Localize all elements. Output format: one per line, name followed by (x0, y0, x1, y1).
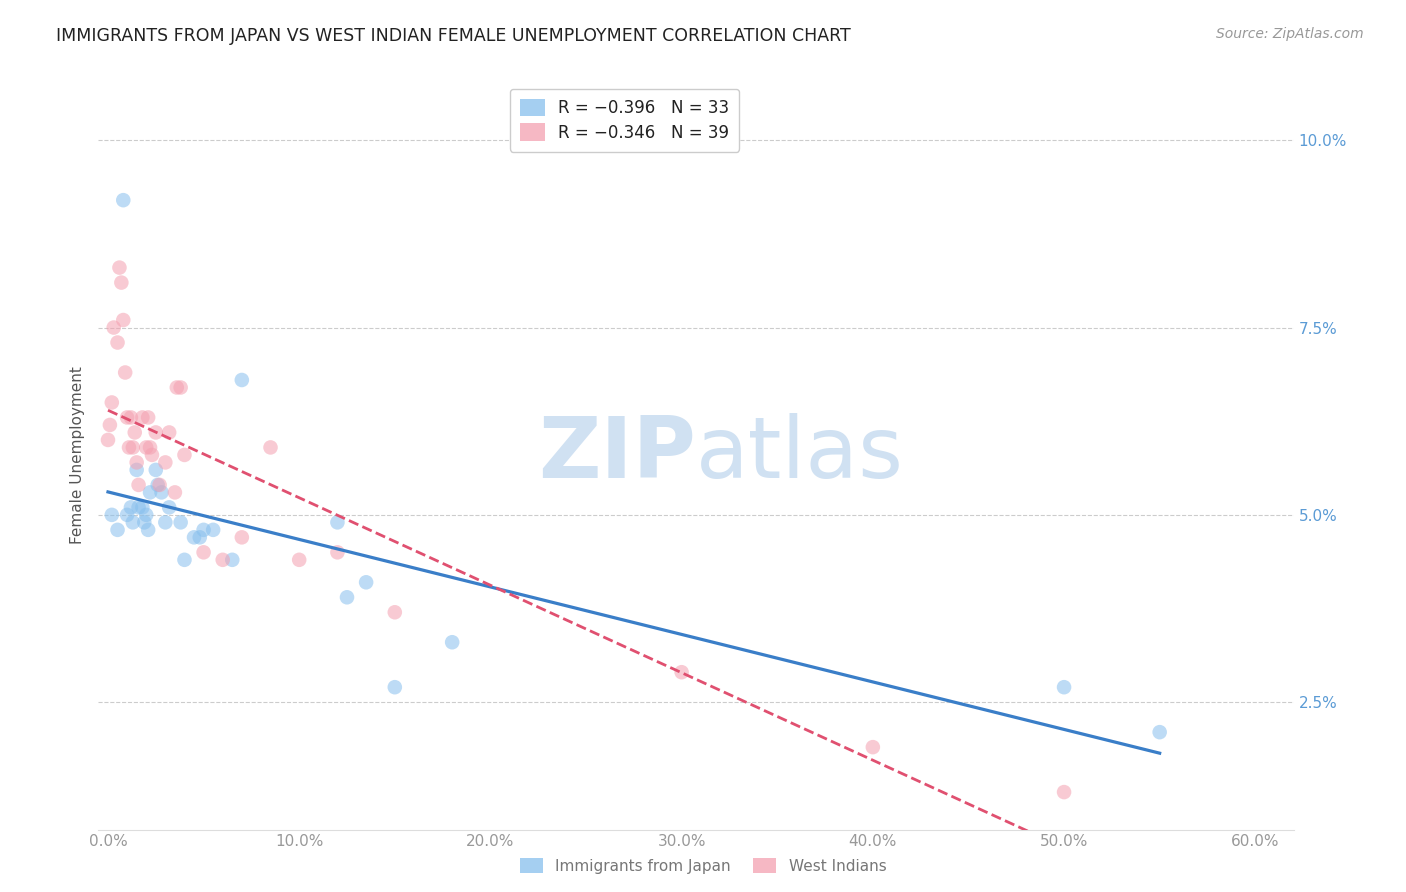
Point (146, 478, 169, 492)
Point (193, 523, 215, 537)
Point (107, 335, 129, 350)
Point (115, 410, 138, 425)
Point (121, 441, 143, 455)
Point (354, 575, 377, 590)
Point (173, 448, 195, 462)
Point (188, 530, 211, 544)
Point (101, 508, 124, 522)
Point (231, 530, 253, 544)
Point (173, 553, 195, 567)
Point (121, 516, 143, 530)
Point (135, 441, 157, 455)
Point (166, 380, 188, 394)
Point (169, 516, 191, 530)
Point (259, 441, 281, 455)
Point (128, 478, 150, 492)
Point (862, 740, 884, 755)
Point (98, 417, 121, 432)
Point (163, 485, 186, 500)
Point (118, 441, 141, 455)
Point (139, 485, 162, 500)
Y-axis label: Female Unemployment: Female Unemployment (69, 366, 84, 544)
Text: atlas: atlas (696, 413, 904, 497)
Point (103, 320, 125, 334)
Point (326, 516, 349, 530)
Point (145, 463, 167, 477)
Point (202, 523, 225, 537)
Point (150, 485, 173, 500)
Point (136, 410, 159, 425)
Point (120, 410, 142, 425)
Point (384, 605, 406, 619)
Point (288, 553, 311, 567)
Point (1149, 725, 1171, 739)
Point (221, 553, 243, 567)
Point (131, 500, 153, 515)
Point (1053, 680, 1076, 694)
Point (108, 260, 131, 275)
Point (336, 591, 359, 605)
Text: IMMIGRANTS FROM JAPAN VS WEST INDIAN FEMALE UNEMPLOYMENT CORRELATION CHART: IMMIGRANTS FROM JAPAN VS WEST INDIAN FEM… (56, 27, 851, 45)
Point (125, 463, 148, 477)
Point (183, 530, 205, 544)
Point (211, 553, 233, 567)
Point (441, 635, 464, 649)
Point (155, 516, 177, 530)
Legend: R = −0.396   N = 33, R = −0.346   N = 39: R = −0.396 N = 33, R = −0.346 N = 39 (509, 88, 740, 152)
Point (97, 433, 120, 447)
Point (193, 545, 215, 559)
Point (136, 523, 159, 537)
Point (141, 448, 163, 462)
Point (131, 410, 153, 425)
Point (169, 380, 191, 394)
Legend: Immigrants from Japan, West Indians: Immigrants from Japan, West Indians (513, 852, 893, 880)
Text: Source: ZipAtlas.com: Source: ZipAtlas.com (1216, 27, 1364, 41)
Point (107, 523, 129, 537)
Point (149, 478, 172, 492)
Point (115, 508, 138, 522)
Point (114, 366, 136, 380)
Point (125, 455, 148, 469)
Point (135, 508, 157, 522)
Point (384, 680, 406, 694)
Point (1053, 785, 1076, 799)
Point (134, 516, 156, 530)
Point (145, 425, 167, 440)
Point (124, 425, 146, 440)
Point (231, 373, 253, 387)
Point (110, 276, 132, 290)
Point (120, 500, 142, 515)
Point (112, 313, 135, 327)
Point (326, 545, 349, 559)
Point (155, 455, 177, 469)
Point (112, 193, 135, 207)
Text: ZIP: ZIP (538, 413, 696, 497)
Point (157, 425, 180, 440)
Point (671, 665, 693, 680)
Point (128, 500, 150, 515)
Point (139, 441, 162, 455)
Point (101, 395, 124, 409)
Point (157, 500, 180, 515)
